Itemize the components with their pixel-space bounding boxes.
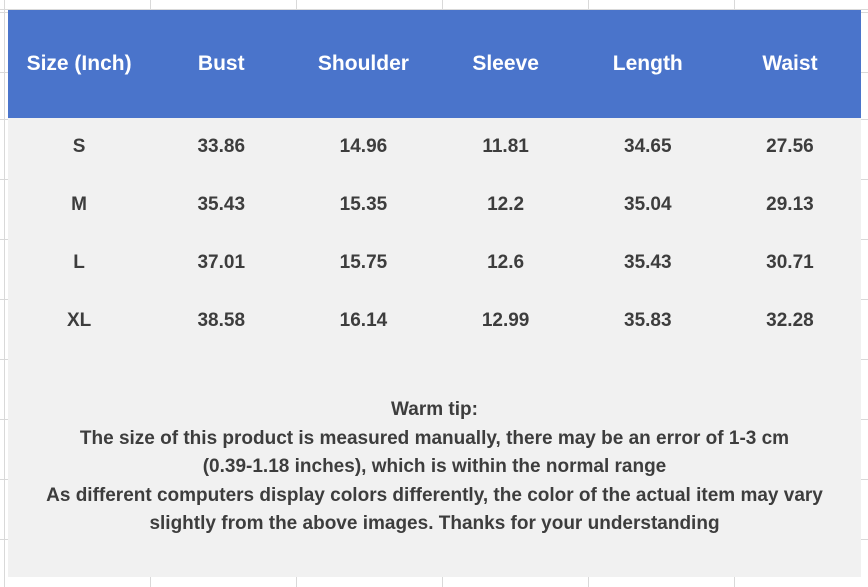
header-cell-length: Length [612,52,683,75]
header-cell-bust: Bust [197,52,245,75]
warm-tip-title: Warm tip: [391,399,478,420]
value-cell: 30.71 [766,252,814,273]
size-cell: L [73,252,85,273]
size-cell: M [71,194,87,215]
value-cell: 15.75 [339,252,388,273]
size-chart-panel: Size (Inch) Bust Shoulder Sleeve Length … [8,10,861,577]
value-cell: 29.13 [766,194,814,215]
table-row-s: S 33.86 14.96 11.81 34.65 27.56 [8,118,861,176]
value-cell: 11.81 [482,136,529,157]
warm-tip-line: As different computers display colors di… [46,484,823,506]
table-row-xl: XL 38.58 16.14 12.99 35.83 32.28 [8,292,861,350]
value-cell: 16.14 [339,310,388,331]
table-header-row: Size (Inch) Bust Shoulder Sleeve Length … [8,10,861,118]
size-cell: S [72,136,86,157]
value-cell: 12.99 [481,310,530,331]
warm-tip-line: slightly from the above images. Thanks f… [149,513,720,534]
table-body: S 33.86 14.96 11.81 34.65 27.56 M 35.43 … [8,118,861,577]
header-cell-sleeve: Sleeve [472,52,539,75]
value-cell: 35.04 [624,194,672,215]
warm-tip: Warm tip: The size of this product is me… [8,350,861,539]
value-cell: 35.43 [624,252,672,273]
value-cell: 35.43 [197,194,246,215]
value-cell: 37.01 [197,252,246,273]
value-cell: 15.35 [339,194,388,215]
warm-tip-line: The size of this product is measured man… [79,427,790,449]
value-cell: 27.56 [766,136,814,157]
table-row-l: L 37.01 15.75 12.6 35.43 30.71 [8,234,861,292]
value-cell: 12.6 [487,252,525,273]
value-cell: 14.96 [339,136,388,157]
table-row-m: M 35.43 15.35 12.2 35.04 29.13 [8,176,861,234]
header-cell-shoulder: Shoulder [317,52,409,75]
header-cell-waist: Waist [762,52,818,75]
value-cell: 32.28 [766,310,814,331]
value-cell: 33.86 [197,136,246,157]
value-cell: 12.2 [487,194,525,215]
value-cell: 34.65 [624,136,672,157]
value-cell: 38.58 [197,310,246,331]
value-cell: 35.83 [624,310,672,331]
warm-tip-line: (0.39-1.18 inches), which is within the … [202,456,667,477]
header-cell-size: Size (Inch) [26,52,132,75]
size-cell: XL [66,310,92,331]
